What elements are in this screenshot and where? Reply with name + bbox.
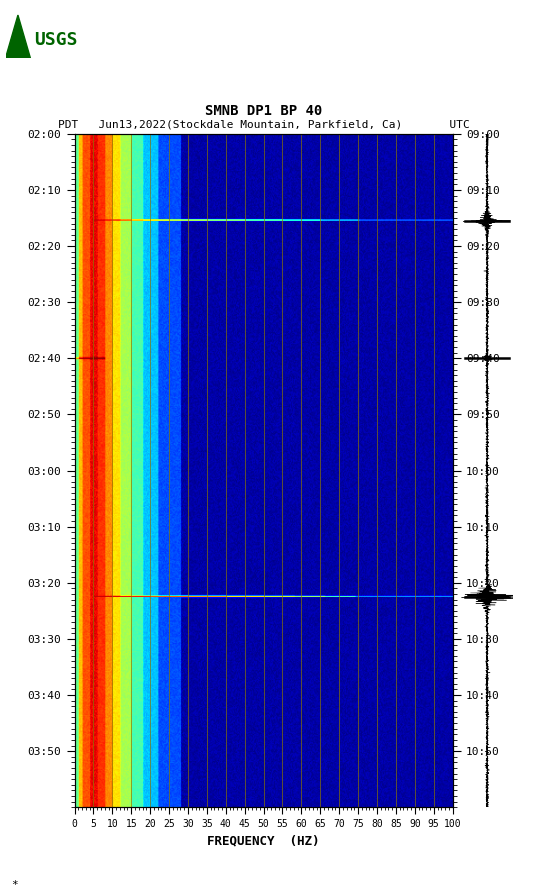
X-axis label: FREQUENCY  (HZ): FREQUENCY (HZ) <box>208 835 320 847</box>
Text: PDT   Jun13,2022(Stockdale Mountain, Parkfield, Ca)       UTC: PDT Jun13,2022(Stockdale Mountain, Parkf… <box>58 120 470 129</box>
Polygon shape <box>6 15 30 58</box>
Text: *: * <box>11 880 18 889</box>
Text: SMNB DP1 BP 40: SMNB DP1 BP 40 <box>205 103 322 118</box>
Text: USGS: USGS <box>35 30 78 48</box>
